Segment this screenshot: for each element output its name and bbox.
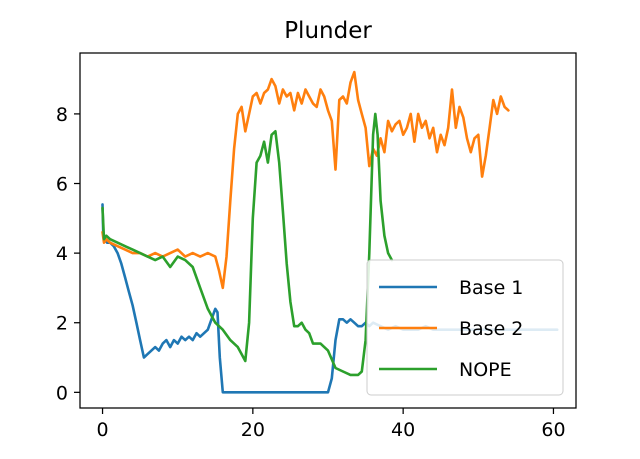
y-tick-label: 4	[56, 243, 68, 265]
y-tick-label: 6	[56, 174, 68, 196]
x-tick-label: 0	[96, 419, 108, 441]
series-line-base-2	[101, 70, 510, 290]
x-tick-label: 40	[391, 419, 415, 441]
axes-layer: 0 20 40 60 0 2 4 6 8	[56, 104, 566, 441]
legend-label: Base 2	[459, 318, 523, 340]
y-tick-label: 8	[56, 104, 68, 126]
y-tick-label: 0	[56, 382, 68, 404]
legend: Base 1 Base 2 NOPE	[366, 259, 564, 396]
y-tick-label: 2	[56, 313, 68, 335]
legend-box	[366, 259, 564, 396]
legend-label: Base 1	[459, 277, 523, 299]
legend-label: NOPE	[459, 359, 512, 381]
chart-title: Plunder	[284, 18, 372, 44]
x-tick-label: 20	[241, 419, 265, 441]
plot-frame	[79, 52, 577, 409]
series-line-nope	[101, 112, 394, 377]
x-tick-label: 60	[541, 419, 565, 441]
